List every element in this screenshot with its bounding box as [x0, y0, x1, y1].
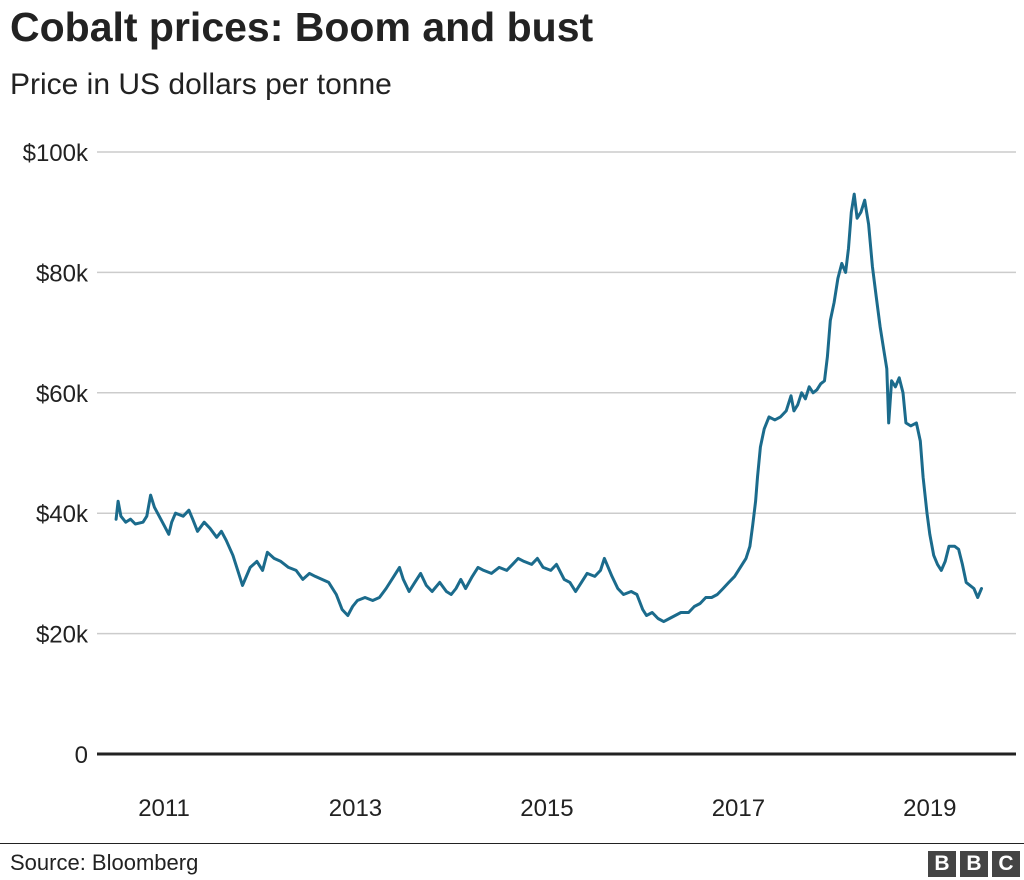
bbc-logo: B B C [928, 851, 1020, 877]
chart-title: Cobalt prices: Boom and bust [10, 4, 594, 50]
logo-letter-3: C [992, 851, 1020, 877]
logo-letter-1: B [928, 851, 956, 877]
x-axis-ticks: 2011 2013 2015 2017 2019 [138, 795, 956, 822]
y-tick-label: $100k [23, 140, 89, 167]
footer-divider [0, 843, 1024, 844]
y-tick-label: $80k [36, 260, 89, 287]
y-tick-label: $60k [36, 381, 89, 408]
x-tick-label: 2015 [520, 795, 573, 822]
logo-letter-2: B [960, 851, 988, 877]
x-tick-label: 2013 [329, 795, 382, 822]
price-line [114, 192, 983, 624]
x-tick-label: 2017 [712, 795, 765, 822]
x-tick-label: 2019 [903, 795, 956, 822]
gridlines [97, 151, 1016, 756]
y-axis-ticks: 0 $20k $40k $60k $80k $100k [23, 140, 89, 769]
source-note: Source: Bloomberg [10, 850, 199, 875]
chart-subtitle: Price in US dollars per tonne [10, 68, 392, 101]
y-tick-label: $40k [36, 501, 89, 528]
x-tick-label: 2011 [138, 795, 190, 822]
series-group [114, 192, 983, 624]
line-chart: 0$20k$40k$60k$80k$100k 2011 2013 2015 2017 2… [23, 140, 1016, 822]
y-tick-label: 0 [75, 742, 88, 769]
y-tick-label: $20k [36, 622, 89, 649]
